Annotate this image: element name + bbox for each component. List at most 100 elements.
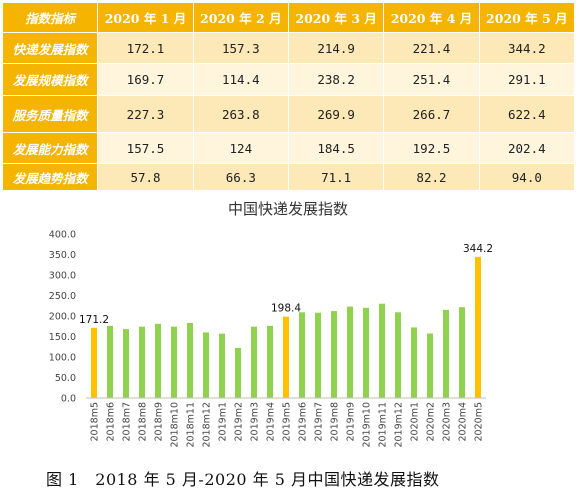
bar-2019m11 (379, 303, 385, 398)
table-cell: 238.2 (287, 63, 385, 96)
bar-2018m7 (123, 329, 129, 398)
x-tick-label: 2019m6 (298, 402, 309, 441)
bar-2019m12 (395, 312, 401, 398)
table-cell: 263.8 (192, 95, 289, 133)
table-cell: 71.1 (287, 163, 385, 191)
column-header: 2020 年 4 月 (383, 2, 480, 33)
x-tick-label: 2018m6 (106, 402, 117, 441)
x-tick-label: 2019m11 (378, 402, 389, 448)
bar-2018m12 (203, 332, 209, 398)
bar-2020m3 (443, 309, 449, 398)
bar-2019m7 (315, 312, 321, 398)
x-tick-label: 2020m1 (410, 402, 421, 441)
y-tick-label: 0.0 (61, 394, 76, 405)
data-label: 198.4 (271, 303, 301, 315)
x-tick-label: 2019m5 (282, 402, 293, 441)
row-label: 快递发展指数 (1, 32, 99, 64)
express-index-bar-chart: 中国快递发展指数 0.0 50.0 100.0 150.0 200.0 250.0 300.… (49, 200, 493, 448)
x-tick-label: 2019m1 (218, 402, 229, 441)
bar-2019m8 (331, 311, 337, 398)
bar-2018m9 (155, 323, 161, 398)
table-corner-header: 指数指标 (1, 2, 99, 33)
table-cell: 227.3 (97, 95, 194, 133)
row-label: 发展能力指数 (1, 132, 99, 164)
bar-2019m10 (363, 307, 369, 398)
table-cell: 184.5 (287, 132, 385, 164)
table-row: 快递发展指数 172.1 157.3 214.9 221.4 344.2 (1, 32, 576, 64)
table-cell: 157.3 (192, 32, 289, 64)
x-tick-label: 2018m11 (186, 402, 197, 448)
x-tick-label: 2019m10 (362, 402, 373, 448)
data-label: 344.2 (463, 243, 493, 255)
bar-2019m2 (235, 347, 241, 398)
x-tick-label: 2019m3 (250, 402, 261, 441)
figure-caption: 图 1 2018 年 5 月-2020 年 5 月中国快递发展指数 (46, 470, 440, 489)
x-tick-label: 2019m2 (234, 402, 245, 441)
x-tick-label: 2018m12 (202, 402, 213, 448)
y-tick-label: 100.0 (49, 353, 76, 364)
table-row: 发展能力指数 157.5 124 184.5 192.5 202.4 (1, 132, 576, 164)
x-tick-label: 2019m4 (266, 402, 277, 441)
table-cell: 124 (192, 132, 289, 164)
bar-2019m1 (219, 333, 225, 398)
bar-2018m11 (187, 322, 193, 398)
table-row: 服务质量指数 227.3 263.8 269.9 266.7 622.4 (1, 95, 576, 133)
y-tick-label: 150.0 (49, 332, 76, 343)
y-tick-label: 200.0 (49, 312, 76, 323)
y-tick-label: 50.0 (55, 373, 76, 384)
y-tick-label: 350.0 (49, 250, 76, 261)
x-tick-label: 2020m2 (426, 402, 437, 441)
table-cell: 172.1 (97, 32, 194, 64)
row-label: 服务质量指数 (1, 95, 99, 133)
bar-2019m5 (283, 316, 289, 398)
bar-2020m2 (427, 333, 433, 398)
bars-group: 171.2 198.4 344.2 (79, 243, 493, 398)
row-label: 发展趋势指数 (1, 163, 99, 191)
column-header: 2020 年 3 月 (287, 2, 385, 33)
bar-2020m5 (475, 256, 481, 398)
table-cell: 269.9 (287, 95, 385, 133)
index-table: 指数指标 2020 年 1 月 2020 年 2 月 2020 年 3 月 20… (1, 2, 576, 191)
table-cell: 114.4 (192, 63, 289, 96)
y-tick-label: 250.0 (49, 291, 76, 302)
table-header-row: 指数指标 2020 年 1 月 2020 年 2 月 2020 年 3 月 20… (1, 2, 576, 33)
x-tick-label: 2019m7 (314, 402, 325, 441)
x-tick-label: 2018m9 (154, 402, 165, 441)
table-cell: 157.5 (97, 132, 194, 164)
table-cell: 291.1 (478, 63, 576, 96)
x-axis: 2018m5 2018m6 2018m7 2018m8 2018m9 2018m10 201… (90, 402, 485, 448)
chart-title: 中国快递发展指数 (228, 200, 348, 218)
table-cell: 82.2 (383, 163, 480, 191)
table-cell: 202.4 (478, 132, 576, 164)
bar-2019m3 (251, 326, 257, 398)
table-cell: 622.4 (478, 95, 576, 133)
table-cell: 344.2 (478, 32, 576, 64)
x-tick-label: 2018m5 (90, 402, 101, 441)
table-cell: 251.4 (383, 63, 480, 96)
bar-2018m6 (107, 325, 113, 398)
table-cell: 221.4 (383, 32, 480, 64)
x-tick-label: 2020m3 (442, 402, 453, 441)
bar-2019m9 (347, 306, 353, 398)
column-header: 2020 年 1 月 (97, 2, 194, 33)
data-label: 171.2 (79, 314, 109, 326)
y-axis: 0.0 50.0 100.0 150.0 200.0 250.0 300.0 350.0 400… (49, 230, 76, 405)
x-tick-label: 2020m4 (458, 402, 469, 441)
bar-2018m10 (171, 326, 177, 398)
bar-2018m8 (139, 326, 145, 398)
table-cell: 266.7 (383, 95, 480, 133)
bar-2020m4 (459, 307, 465, 398)
column-header: 2020 年 2 月 (192, 2, 289, 33)
x-tick-label: 2019m12 (394, 402, 405, 448)
y-tick-label: 400.0 (49, 230, 76, 241)
bar-2019m4 (267, 325, 273, 398)
bar-2020m1 (411, 327, 417, 398)
table-cell: 192.5 (383, 132, 480, 164)
table-cell: 169.7 (97, 63, 194, 96)
table-row: 发展趋势指数 57.8 66.3 71.1 82.2 94.0 (1, 163, 576, 191)
column-header: 2020 年 5 月 (478, 2, 576, 33)
table-row: 发展规模指数 169.7 114.4 238.2 251.4 291.1 (1, 63, 576, 96)
x-tick-label: 2018m7 (122, 402, 133, 441)
x-tick-label: 2020m5 (474, 402, 485, 441)
table-cell: 66.3 (192, 163, 289, 191)
